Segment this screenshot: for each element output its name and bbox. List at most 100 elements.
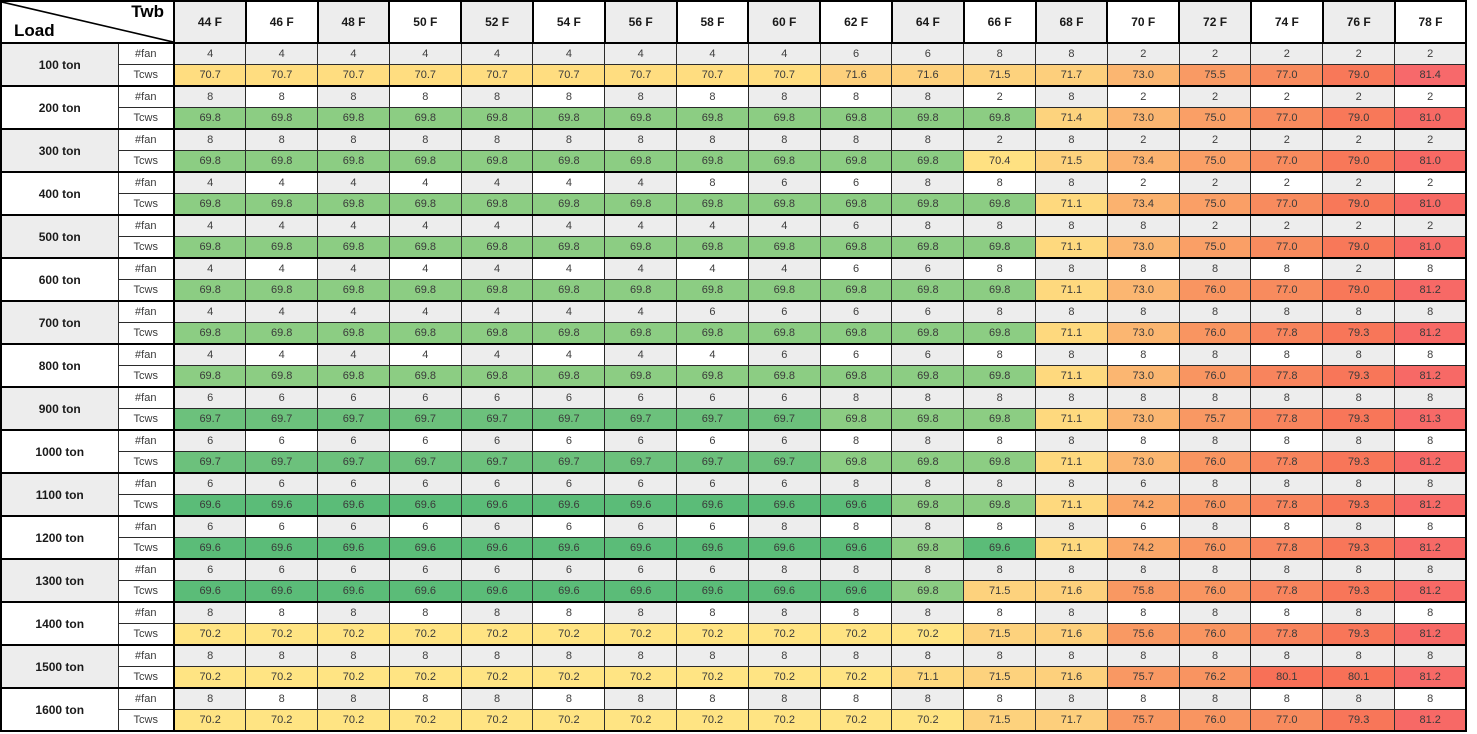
tcws-value-cell: 70.2: [460, 666, 534, 689]
tcws-value-cell: 77.0: [1250, 193, 1324, 216]
fan-count-cell: 8: [1250, 558, 1324, 581]
tcws-value-cell: 69.8: [317, 107, 390, 130]
fan-count-cell: 4: [173, 171, 247, 194]
tcws-value-cell: 70.2: [676, 709, 749, 732]
load-label: 300 ton: [0, 128, 119, 173]
tcws-value-cell: 79.3: [1322, 537, 1396, 560]
tcws-value-cell: 71.6: [1035, 666, 1108, 689]
corner-header-cell: Twb Load: [0, 0, 175, 44]
fan-row: 200 ton #fan 8 8 8 8 8 8 8 8 8 8 8 2 8 2 2 2 2 2: [0, 85, 1467, 130]
tcws-value-cell: 69.8: [891, 193, 965, 216]
fan-count-cell: 4: [604, 214, 678, 237]
fan-count-cell: 6: [891, 300, 965, 323]
fan-count-cell: 8: [891, 515, 965, 538]
fan-count-cell: 8: [1250, 687, 1324, 710]
fan-count-cell: 8: [1178, 300, 1252, 323]
tcws-value-cell: 71.1: [1035, 537, 1108, 560]
fan-count-cell: 8: [1035, 601, 1108, 624]
fan-count-cell: 6: [747, 300, 821, 323]
fan-count-cell: 4: [245, 171, 319, 194]
fan-count-cell: 6: [532, 558, 606, 581]
fan-count-cell: 2: [1250, 42, 1324, 65]
tcws-value-cell: 77.8: [1250, 623, 1324, 646]
metric-label-tcws: Tcws: [117, 365, 175, 388]
load-label: 900 ton: [0, 386, 119, 431]
fan-count-cell: 8: [317, 85, 390, 108]
tcws-row: Tcws 69.8 69.8 69.8 69.8 69.8 69.8 69.8 69.8 69.8…: [1, 279, 1467, 302]
fan-count-cell: 8: [676, 85, 749, 108]
fan-count-cell: 4: [173, 42, 247, 65]
fan-count-cell: 8: [1035, 128, 1108, 151]
fan-count-cell: 2: [1106, 128, 1180, 151]
fan-count-cell: 8: [173, 644, 247, 667]
fan-count-cell: 4: [604, 42, 678, 65]
metric-label-fan: #fan: [117, 257, 175, 280]
fan-count-cell: 8: [1322, 429, 1396, 452]
fan-count-cell: 8: [1035, 386, 1108, 409]
fan-count-cell: 2: [1250, 171, 1324, 194]
fan-count-cell: 6: [819, 257, 893, 280]
fan-count-cell: 6: [388, 386, 462, 409]
tcws-value-cell: 75.7: [1106, 666, 1180, 689]
fan-count-cell: 4: [460, 42, 534, 65]
column-header: 76 F: [1321, 0, 1396, 44]
tcws-value-cell: 76.0: [1178, 537, 1252, 560]
fan-count-cell: 6: [460, 558, 534, 581]
fan-count-cell: 8: [1106, 257, 1180, 280]
tcws-value-cell: 71.4: [1035, 107, 1108, 130]
fan-count-cell: 6: [388, 515, 462, 538]
fan-row: 1000 ton #fan 6 6 6 6 6 6 6 6 6 8 8 8 8 8 8 8 8 8: [0, 429, 1467, 474]
fan-row: 900 ton #fan 6 6 6 6 6 6 6 6 6 8 8 8 8 8 8 8 8 8: [0, 386, 1467, 431]
tcws-value-cell: 69.6: [245, 537, 319, 560]
fan-count-cell: 6: [173, 472, 247, 495]
fan-count-cell: 8: [819, 644, 893, 667]
fan-count-cell: 4: [388, 257, 462, 280]
tcws-value-cell: 70.2: [317, 666, 390, 689]
tcws-value-cell: 69.7: [532, 451, 606, 474]
fan-count-cell: 8: [963, 472, 1037, 495]
tcws-value-cell: 69.6: [532, 580, 606, 603]
fan-count-cell: 2: [1178, 42, 1252, 65]
fan-count-cell: 8: [532, 601, 606, 624]
fan-count-cell: 8: [1322, 601, 1396, 624]
tcws-value-cell: 69.6: [532, 494, 606, 517]
tcws-value-cell: 74.2: [1106, 537, 1180, 560]
tcws-value-cell: 69.8: [460, 365, 534, 388]
fan-count-cell: 8: [532, 85, 606, 108]
tcws-row: Tcws 70.2 70.2 70.2 70.2 70.2 70.2 70.2 70.2 70.2…: [1, 709, 1467, 732]
tcws-value-cell: 69.8: [891, 494, 965, 517]
fan-count-cell: 8: [1250, 472, 1324, 495]
tcws-value-cell: 80.1: [1250, 666, 1324, 689]
fan-count-cell: 8: [676, 644, 749, 667]
metric-label-tcws: Tcws: [117, 623, 175, 646]
fan-count-cell: 4: [604, 257, 678, 280]
fan-count-cell: 8: [1322, 472, 1396, 495]
tcws-value-cell: 69.8: [532, 365, 606, 388]
fan-count-cell: 2: [1394, 42, 1467, 65]
fan-count-cell: 8: [963, 300, 1037, 323]
fan-count-cell: 4: [604, 300, 678, 323]
fan-count-cell: 8: [819, 128, 893, 151]
fan-count-cell: 6: [245, 515, 319, 538]
tcws-row: Tcws 70.2 70.2 70.2 70.2 70.2 70.2 70.2 70.2 70.2…: [1, 623, 1467, 646]
column-header: 66 F: [962, 0, 1037, 44]
tcws-value-cell: 69.8: [747, 365, 821, 388]
tcws-value-cell: 69.6: [317, 580, 390, 603]
fan-count-cell: 6: [173, 429, 247, 452]
fan-count-cell: 2: [1178, 85, 1252, 108]
tcws-value-cell: 71.1: [1035, 193, 1108, 216]
fan-row: 700 ton #fan 4 4 4 4 4 4 4 6 6 6 6 8 8 8 8 8 8 8: [0, 300, 1467, 345]
tcws-value-cell: 81.2: [1394, 279, 1467, 302]
tcws-value-cell: 70.2: [819, 709, 893, 732]
tcws-value-cell: 69.8: [819, 107, 893, 130]
tcws-value-cell: 70.2: [604, 666, 678, 689]
column-header: 60 F: [747, 0, 822, 44]
metric-label-tcws: Tcws: [117, 193, 175, 216]
fan-count-cell: 8: [819, 472, 893, 495]
load-label: 1500 ton: [0, 644, 119, 689]
tcws-row: Tcws 70.7 70.7 70.7 70.7 70.7 70.7 70.7 70.7 70.7…: [1, 64, 1467, 87]
tcws-value-cell: 75.7: [1106, 709, 1180, 732]
fan-count-cell: 8: [1106, 214, 1180, 237]
tcws-value-cell: 69.8: [891, 322, 965, 345]
tcws-value-cell: 69.8: [747, 150, 821, 173]
